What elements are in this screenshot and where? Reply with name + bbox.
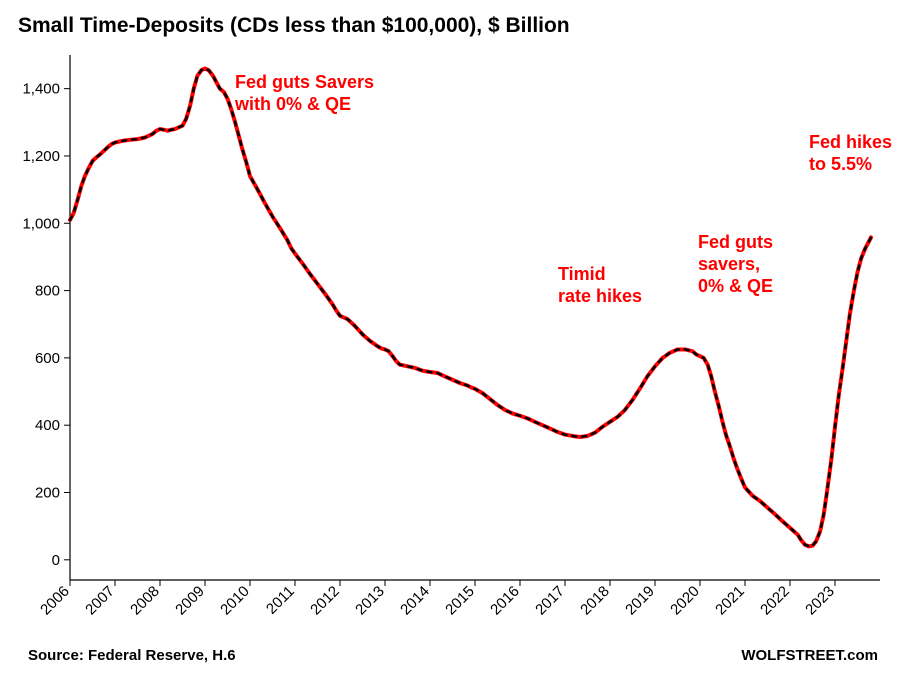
x-tick-label: 2019	[622, 583, 658, 619]
y-tick-label: 600	[35, 350, 60, 367]
x-tick-label-group: 2023	[802, 583, 838, 619]
chart-container: Small Time-Deposits (CDs less than $100,…	[0, 0, 901, 674]
x-tick-label-group: 2013	[352, 583, 388, 619]
x-tick-label-group: 2022	[757, 583, 793, 619]
anno-timid-rate-hikes-line: Timid	[558, 264, 606, 284]
anno-timid-rate-hikes: Timidrate hikes	[558, 264, 642, 306]
x-tick-label: 2021	[712, 583, 748, 619]
anno-fed-guts-savers-2-line: savers,	[698, 254, 760, 274]
data-line-dash	[70, 68, 871, 546]
x-tick-label-group: 2015	[442, 583, 478, 619]
x-tick-label: 2012	[307, 583, 343, 619]
x-tick-label-group: 2020	[667, 583, 703, 619]
x-tick-label: 2008	[127, 583, 163, 619]
y-tick-label: 1,000	[22, 215, 60, 232]
x-tick-label-group: 2008	[127, 583, 163, 619]
x-tick-label: 2007	[82, 583, 118, 619]
source-label: Source: Federal Reserve, H.6	[28, 647, 236, 664]
y-tick-label: 1,400	[22, 81, 60, 98]
x-tick-label-group: 2021	[712, 583, 748, 619]
x-tick-label: 2022	[757, 583, 793, 619]
x-tick-label: 2013	[352, 583, 388, 619]
x-tick-label-group: 2011	[263, 583, 298, 618]
y-tick-label: 800	[35, 283, 60, 300]
anno-fed-guts-savers-2-line: 0% & QE	[698, 276, 773, 296]
x-tick-label-group: 2019	[622, 583, 658, 619]
x-tick-label: 2017	[532, 583, 568, 619]
anno-fed-hikes-55-line: to 5.5%	[809, 154, 872, 174]
anno-fed-hikes-55-line: Fed hikes	[809, 132, 892, 152]
x-tick-label: 2011	[263, 583, 298, 618]
x-tick-label: 2014	[397, 583, 433, 619]
x-tick-label: 2016	[487, 583, 523, 619]
chart-svg: Small Time-Deposits (CDs less than $100,…	[0, 0, 901, 674]
anno-fed-guts-savers-2: Fed gutssavers,0% & QE	[698, 232, 773, 296]
x-tick-label-group: 2006	[37, 583, 73, 619]
y-tick-label: 1,200	[22, 148, 60, 165]
x-tick-label-group: 2010	[217, 583, 253, 619]
x-tick-label: 2010	[217, 583, 253, 619]
anno-timid-rate-hikes-line: rate hikes	[558, 286, 642, 306]
watermark: WOLFSTREET.com	[741, 647, 878, 664]
anno-fed-guts-savers-2-line: Fed guts	[698, 232, 773, 252]
x-tick-label-group: 2009	[172, 583, 208, 619]
y-tick-label: 400	[35, 417, 60, 434]
x-tick-label-group: 2007	[82, 583, 118, 619]
x-tick-label-group: 2014	[397, 583, 433, 619]
x-tick-label-group: 2016	[487, 583, 523, 619]
x-tick-label-group: 2012	[307, 583, 343, 619]
y-tick-label: 200	[35, 485, 60, 502]
x-tick-label: 2023	[802, 583, 838, 619]
chart-title: Small Time-Deposits (CDs less than $100,…	[18, 14, 570, 37]
x-tick-label-group: 2017	[532, 583, 568, 619]
y-tick-label: 0	[52, 552, 60, 569]
x-tick-label: 2009	[172, 583, 208, 619]
anno-fed-hikes-55: Fed hikesto 5.5%	[809, 132, 892, 174]
anno-fed-guts-savers-1-line: Fed guts Savers	[235, 72, 374, 92]
x-tick-label: 2018	[577, 583, 613, 619]
anno-fed-guts-savers-1: Fed guts Saverswith 0% & QE	[234, 72, 374, 114]
x-tick-label: 2015	[442, 583, 478, 619]
anno-fed-guts-savers-1-line: with 0% & QE	[234, 94, 351, 114]
x-tick-label-group: 2018	[577, 583, 613, 619]
x-tick-label: 2006	[37, 583, 73, 619]
data-line-solid	[70, 68, 871, 546]
x-tick-label: 2020	[667, 583, 703, 619]
